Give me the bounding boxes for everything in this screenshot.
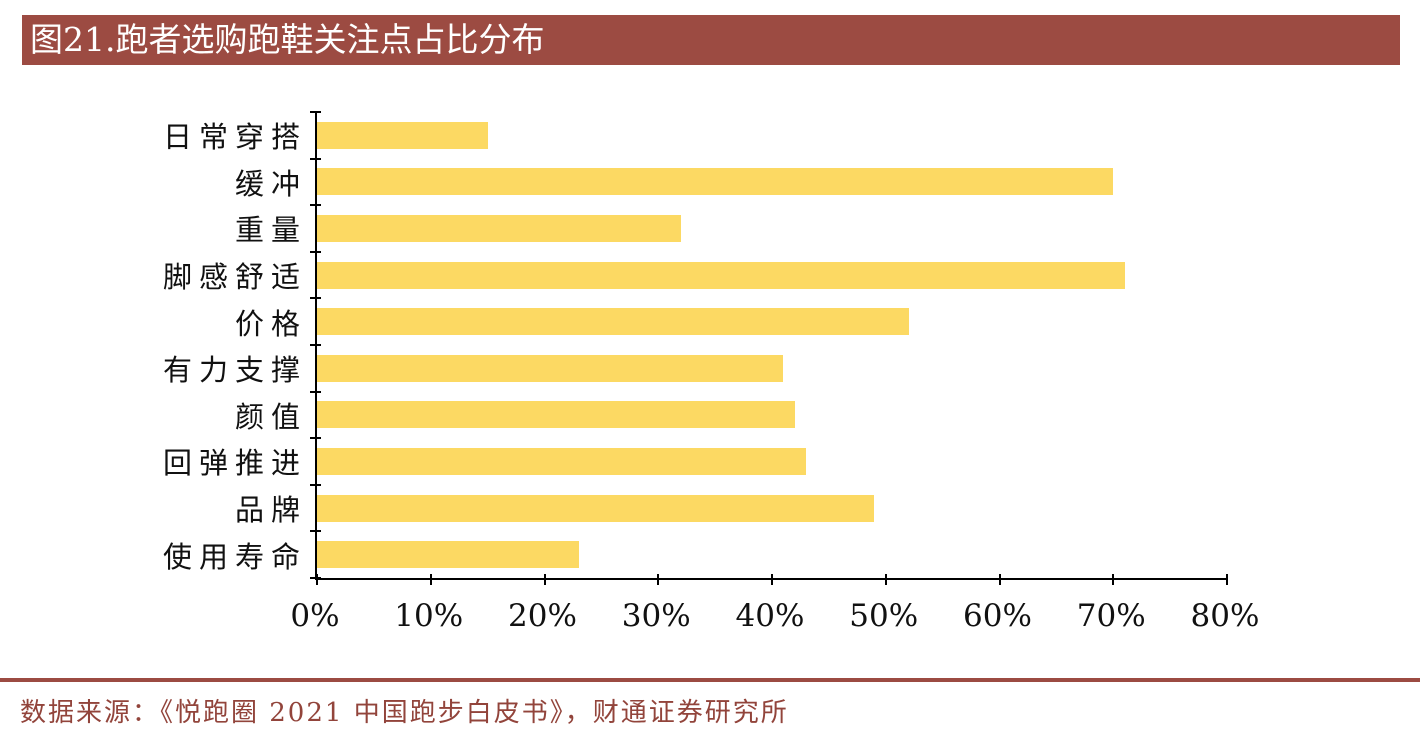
x-tick [998,574,1001,585]
y-tick [310,157,321,160]
category-label: 重量 [234,213,307,248]
bar [317,261,1125,289]
x-tick-label: 30% [621,598,691,634]
x-tick-label: 60% [963,598,1032,634]
category-label: 使用寿命 [162,539,307,574]
bar-row [317,159,1227,206]
category-label: 日常穿搭 [162,120,307,155]
y-tick [310,530,321,533]
bar [317,447,807,475]
figure-title: 图21.跑者选购跑鞋关注点占比分布 [30,20,545,59]
category-label: 缓冲 [234,166,307,201]
bar [317,494,875,522]
bar-row [317,485,1227,532]
y-tick [310,483,321,486]
bar-row [317,252,1227,299]
bar [317,401,795,429]
category-label: 有力支撑 [162,353,307,388]
figure-title-bar: 图21.跑者选购跑鞋关注点占比分布 [22,15,1400,65]
bar [317,308,909,336]
category-label: 回弹推进 [162,446,307,481]
category-labels: 日常穿搭 缓冲 重量 脚感舒适 价格 有力支撑 颜值 回弹推进 品牌 使用寿命 [0,112,300,578]
y-tick [310,390,321,393]
bar-row [317,112,1227,159]
x-tick-label: 20% [508,598,577,634]
y-tick [310,111,321,113]
bar [317,214,681,242]
x-tick-label: 80% [1190,598,1260,634]
bar-row [317,298,1227,345]
bar [317,354,784,382]
x-tick [543,574,546,585]
y-tick [310,577,321,579]
x-tick [1112,574,1115,585]
category-label: 颜值 [234,399,307,434]
bar [317,541,579,569]
x-tick-label: 10% [394,598,464,634]
footer-divider [0,678,1420,682]
source-note: 数据来源：《悦跑圈 2021 中国跑步白皮书》，财通证券研究所 [20,698,789,728]
y-tick [310,437,321,440]
plot-area [310,111,1228,585]
x-tick-label: 40% [735,598,805,634]
y-tick [310,250,321,253]
category-label: 价格 [234,306,307,341]
bar-row [317,438,1227,485]
x-tick-label: 50% [849,598,919,634]
x-axis-labels: 0% 10% 20% 30% 40% 50% 60% 70% 80% [0,598,1420,644]
bar-row [317,205,1227,252]
bar [317,168,1114,196]
x-tick [771,574,773,585]
x-tick [884,574,887,585]
x-tick [429,574,432,585]
bars [317,112,1227,578]
bar-row [317,345,1227,392]
x-tick [316,574,318,585]
x-tick [1226,574,1228,585]
x-tick-label: 0% [290,598,340,634]
bar-row [317,392,1227,439]
y-tick [310,297,321,300]
category-label: 品牌 [234,493,307,528]
x-tick [657,574,660,585]
y-tick [310,204,321,207]
y-tick [310,344,321,346]
bar [317,121,488,149]
bar-chart: 日常穿搭缓冲重量脚感舒适价格有力支撑颜值回弹推进品牌使用寿命 [0,111,1420,585]
x-tick-label: 70% [1076,598,1146,634]
bar-row [317,531,1227,578]
category-label: 脚感舒适 [162,260,307,295]
